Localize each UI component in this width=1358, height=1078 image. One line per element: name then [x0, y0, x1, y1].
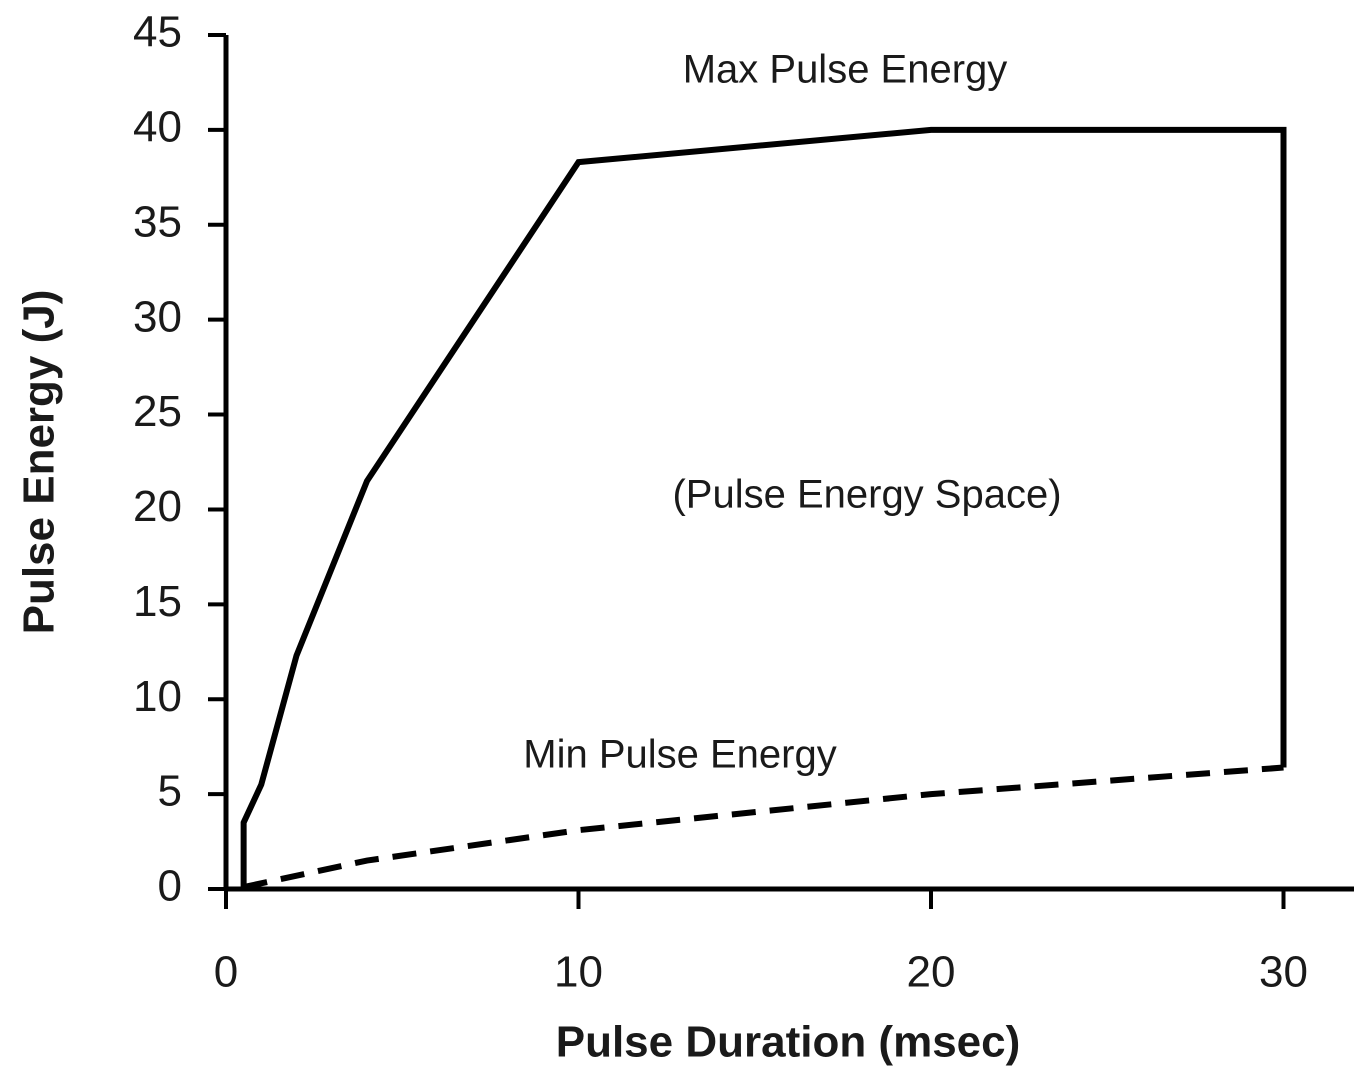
x-tick-label: 20: [907, 948, 956, 997]
y-tick-label: 45: [133, 8, 182, 57]
annotation: Min Pulse Energy: [523, 733, 836, 777]
y-tick-label: 20: [133, 482, 182, 531]
annotation: Max Pulse Energy: [683, 48, 1008, 92]
x-tick-label: 0: [214, 948, 238, 997]
annotation: (Pulse Energy Space): [672, 473, 1061, 517]
x-tick-label: 30: [1259, 948, 1308, 997]
x-axis-label: Pulse Duration (msec): [556, 1018, 1021, 1067]
y-tick-label: 25: [133, 387, 182, 436]
y-tick-label: 0: [158, 862, 182, 911]
line: [242, 764, 1284, 891]
y-tick-label: 30: [133, 292, 182, 341]
y-axis-label: Pulse Energy (J): [15, 290, 64, 635]
x-tick-label: 10: [554, 948, 603, 997]
y-tick-label: 35: [133, 197, 182, 246]
y-tick-label: 40: [133, 103, 182, 152]
line: [240, 126, 1287, 889]
y-tick-label: 15: [133, 577, 182, 626]
y-tick-label: 10: [133, 672, 182, 721]
y-tick-label: 5: [158, 767, 182, 816]
